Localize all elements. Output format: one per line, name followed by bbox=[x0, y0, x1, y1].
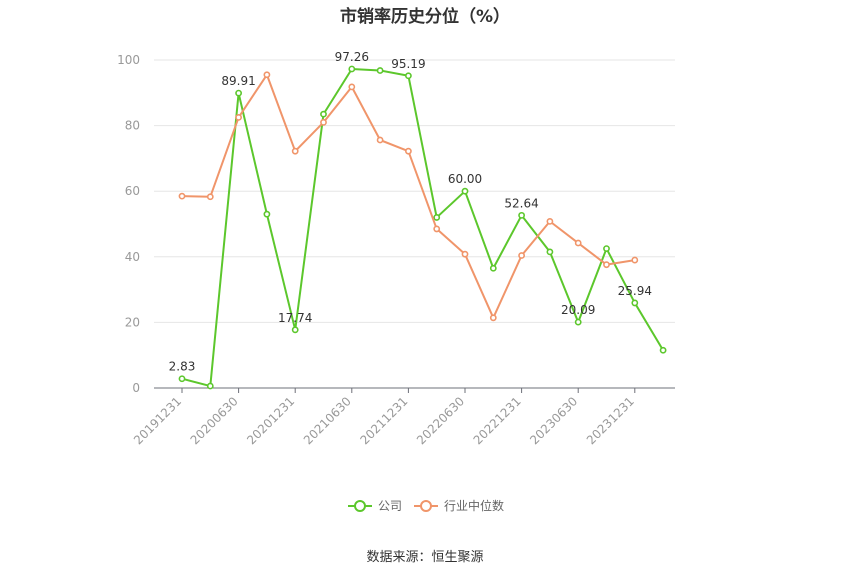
data-label: 89.91 bbox=[221, 74, 255, 88]
data-point bbox=[489, 264, 497, 272]
data-point bbox=[320, 110, 327, 118]
data-point bbox=[546, 217, 554, 225]
legend: 公司 行业中位数 bbox=[348, 498, 504, 513]
source-note: 数据来源：恒生聚源 bbox=[366, 550, 484, 565]
data-point bbox=[376, 136, 384, 144]
y-tick-label: 100 bbox=[117, 53, 140, 67]
legend-swatch-marker bbox=[420, 500, 432, 512]
data-point bbox=[574, 318, 582, 326]
data-point bbox=[631, 256, 639, 264]
data-point bbox=[404, 72, 412, 80]
data-point bbox=[433, 225, 441, 233]
data-point bbox=[320, 118, 327, 126]
data-point bbox=[461, 250, 469, 258]
data-label: 17.74 bbox=[278, 311, 312, 325]
series-line-1 bbox=[181, 73, 635, 319]
data-label: 52.64 bbox=[504, 196, 538, 210]
data-point bbox=[206, 193, 214, 201]
data-label: 95.19 bbox=[391, 57, 425, 71]
data-point bbox=[546, 248, 554, 256]
data-point bbox=[348, 65, 356, 73]
chart-title: 市销率历史分位（%） bbox=[339, 7, 511, 27]
data-label: 60.00 bbox=[448, 172, 482, 186]
y-tick-label: 0 bbox=[132, 381, 140, 395]
data-point bbox=[659, 346, 667, 354]
x-tick-label: 20221231 bbox=[471, 394, 524, 447]
data-point bbox=[404, 147, 412, 155]
data-point bbox=[574, 239, 582, 247]
x-tick-label: 20220630 bbox=[414, 394, 467, 447]
data-point bbox=[348, 83, 356, 91]
data-point bbox=[518, 211, 525, 219]
x-tick-label: 20210630 bbox=[301, 394, 354, 447]
data-label: 97.26 bbox=[335, 50, 369, 64]
data-point bbox=[291, 326, 299, 334]
data-labels: 2.83 89.91 17.74 97.26 95.19 60.00 52.64 20.09 2… bbox=[169, 50, 652, 374]
data-point bbox=[603, 261, 610, 269]
legend-label: 行业中位数 bbox=[444, 498, 504, 513]
series-lines bbox=[178, 65, 667, 390]
data-point bbox=[433, 214, 441, 221]
grid-lines bbox=[154, 59, 675, 323]
x-tick-label: 20201231 bbox=[244, 394, 297, 447]
data-point bbox=[206, 382, 214, 390]
x-tick-label: 20200630 bbox=[188, 394, 241, 447]
data-point bbox=[291, 147, 299, 155]
x-tick-label: 20230630 bbox=[527, 394, 580, 447]
series-line-0 bbox=[181, 67, 664, 388]
x-tick-label: 20191231 bbox=[131, 394, 184, 447]
data-point bbox=[376, 67, 384, 74]
data-point bbox=[263, 71, 271, 79]
x-tick-label: 20231231 bbox=[584, 394, 637, 447]
data-point bbox=[603, 245, 610, 252]
y-tick-label: 60 bbox=[125, 184, 140, 198]
data-point bbox=[235, 114, 242, 121]
legend-item-1[interactable]: 行业中位数 bbox=[414, 498, 504, 513]
data-point bbox=[518, 252, 525, 259]
data-point bbox=[631, 299, 639, 307]
data-point bbox=[178, 192, 186, 200]
data-label: 2.83 bbox=[169, 360, 196, 374]
x-tick-label: 20211231 bbox=[357, 394, 410, 447]
data-point bbox=[263, 210, 271, 218]
legend-item-0[interactable]: 公司 bbox=[348, 499, 402, 513]
data-point bbox=[178, 375, 186, 383]
y-tick-label: 20 bbox=[125, 315, 140, 329]
data-label: 20.09 bbox=[561, 303, 595, 317]
data-point bbox=[235, 89, 242, 97]
data-point bbox=[461, 187, 469, 195]
data-label: 25.94 bbox=[618, 284, 652, 298]
legend-label: 公司 bbox=[378, 499, 402, 513]
legend-swatch-marker bbox=[354, 500, 366, 512]
y-tick-label: 40 bbox=[125, 250, 140, 264]
data-point bbox=[489, 314, 497, 322]
y-tick-label: 80 bbox=[125, 119, 140, 133]
